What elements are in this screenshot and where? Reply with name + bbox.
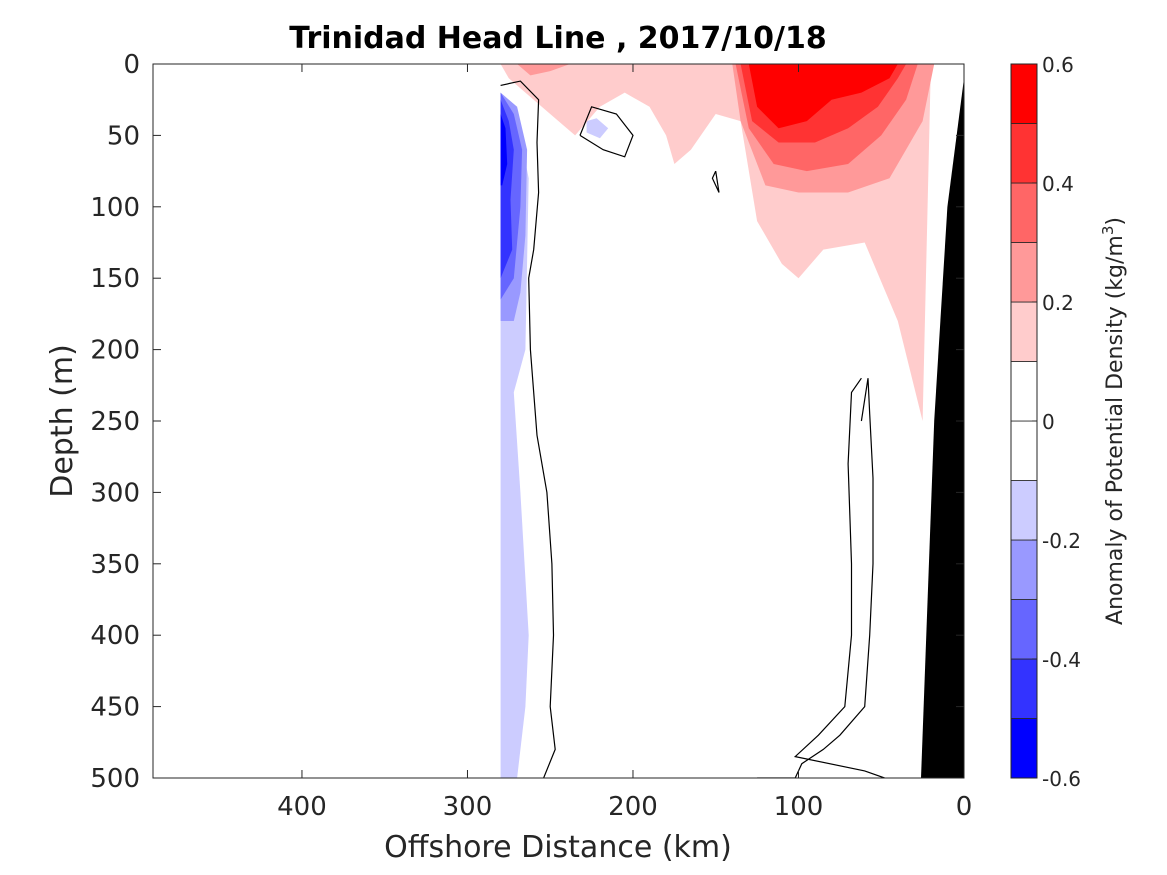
x-tick-label: 0 xyxy=(956,792,973,822)
colorbar-label: Anomaly of Potential Density (kg/m3) xyxy=(1099,217,1128,625)
chart-title: Trinidad Head Line , 2017/10/18 xyxy=(289,21,826,56)
region-negative-anomaly-patch xyxy=(586,118,609,139)
colorbar-segment xyxy=(1010,480,1038,541)
colorbar-label-sup: 3 xyxy=(1099,226,1117,236)
colorbar-segment xyxy=(1010,599,1038,660)
contour-zero-contour-nearshore xyxy=(757,378,874,778)
colorbar-ticks: -0.6 -0.4 -0.2 0 0.2 0.4 0.6 xyxy=(1032,53,1081,791)
colorbar-tick-label: 0 xyxy=(1042,410,1055,434)
x-tick-label: 400 xyxy=(277,792,327,822)
y-tick-label: 350 xyxy=(90,550,140,580)
colorbar-tick-label: -0.6 xyxy=(1042,767,1081,791)
colorbar-label-main: Anomaly of Potential Density (kg/m xyxy=(1103,235,1128,625)
y-tick-label: 400 xyxy=(90,621,140,651)
contour-zero-contour-offshore xyxy=(500,80,556,778)
y-tick-label: 50 xyxy=(107,121,140,151)
x-tick-label: 100 xyxy=(774,792,824,822)
contour-zero-contour-eddy xyxy=(579,106,634,158)
plot-area xyxy=(152,63,965,779)
y-tick-label: 0 xyxy=(123,50,140,80)
colorbar-label-end: ) xyxy=(1103,217,1128,226)
y-tick-label: 200 xyxy=(90,336,140,366)
x-tick-label: 200 xyxy=(608,792,658,822)
colorbar-segment xyxy=(1010,242,1038,303)
colorbar-segment xyxy=(1010,182,1038,243)
y-axis: 0 50 100 150 200 250 300 350 400 450 500 xyxy=(90,50,964,794)
region-negative-anomaly-peak xyxy=(500,114,508,186)
zero-contours xyxy=(500,80,885,778)
colorbar-segment xyxy=(1010,539,1038,600)
colorbar-tick-label: 0.6 xyxy=(1042,53,1074,77)
y-tick-label: 150 xyxy=(90,264,140,294)
y-tick-label: 250 xyxy=(90,407,140,437)
x-axis: 400 300 200 100 0 xyxy=(277,64,972,822)
region-bathymetry xyxy=(921,78,964,778)
y-tick-label: 500 xyxy=(90,764,140,794)
colorbar-segment xyxy=(1010,63,1038,124)
colorbar-segment xyxy=(1010,301,1038,362)
colorbar-tick-label: 0.4 xyxy=(1042,172,1074,196)
region-positive-anomaly-1 xyxy=(517,64,571,76)
colorbar-tick-label: -0.2 xyxy=(1042,529,1081,553)
contour-zero-contour-spike xyxy=(711,170,720,193)
colorbar-segment xyxy=(1010,718,1038,779)
x-tick-label: 300 xyxy=(443,792,493,822)
colorbar-tick-label: -0.4 xyxy=(1042,648,1081,672)
y-tick-label: 100 xyxy=(90,193,140,223)
colorbar-tick-label: 0.2 xyxy=(1042,291,1074,315)
colorbar-segment xyxy=(1010,658,1038,719)
colorbar xyxy=(1010,63,1038,779)
y-axis-label: Depth (m) xyxy=(45,344,80,498)
x-axis-label: Offshore Distance (km) xyxy=(384,830,732,865)
y-tick-label: 450 xyxy=(90,693,140,723)
y-tick-label: 300 xyxy=(90,478,140,508)
region-positive-anomaly-5 xyxy=(748,64,898,129)
colorbar-segment xyxy=(1010,361,1038,422)
anomaly-regions xyxy=(500,64,964,778)
colorbar-segment xyxy=(1010,420,1038,481)
colorbar-segment xyxy=(1010,123,1038,184)
contour-zero-contour-nearshore-2 xyxy=(793,377,885,778)
